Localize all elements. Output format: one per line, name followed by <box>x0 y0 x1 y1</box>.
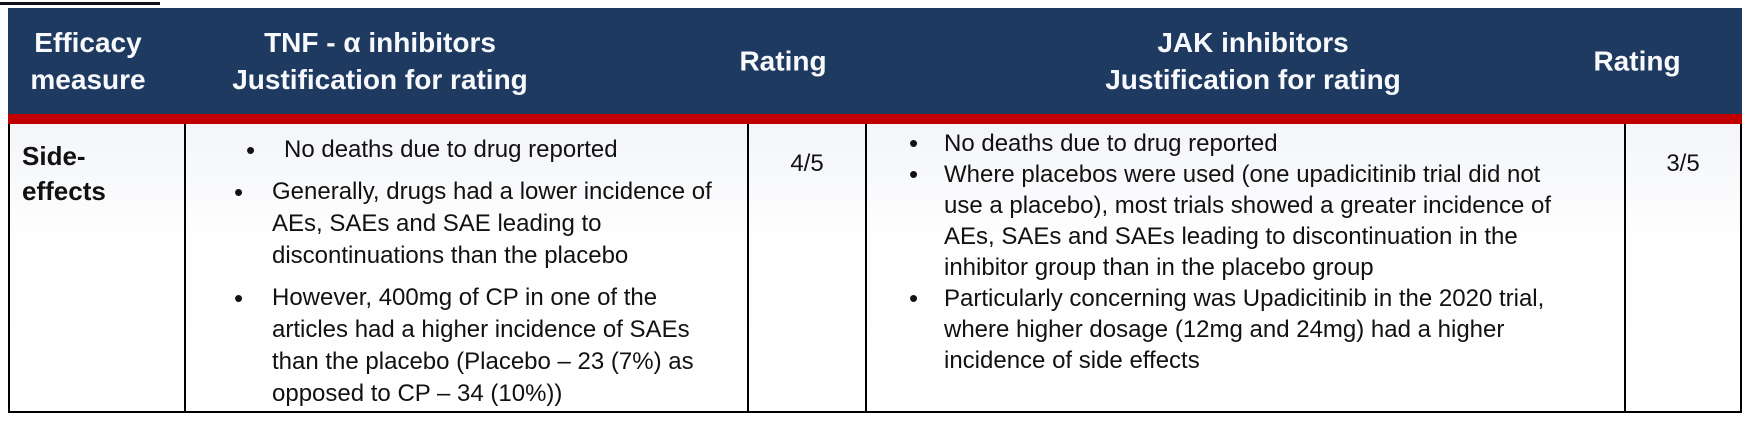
bullet-item: Particularly concerning was Upadicitinib… <box>867 283 1624 376</box>
header-tnf-line2: Justification for rating <box>232 64 528 95</box>
cropped-row-border <box>0 2 160 5</box>
header-tnf-inhibitors: TNF - α inhibitors Justification for rati… <box>232 24 528 98</box>
header-efficacy-measure: Efficacy measure <box>30 27 146 95</box>
jak-rating-value: 3/5 <box>1666 150 1700 177</box>
bullet-item: However, 400mg of CP in one of the artic… <box>186 282 747 410</box>
header-rating-right: Rating <box>1593 45 1681 77</box>
cell-tnf-justification: No deaths due to drug reported Generally,… <box>184 124 747 411</box>
bullet-item: No deaths due to drug reported <box>186 134 747 166</box>
bullet-item: Generally, drugs had a lower incidence o… <box>186 176 747 272</box>
table-header-row: Efficacy measure TNF - α inhibitors Justi… <box>8 8 1742 114</box>
header-rating-left: Rating <box>739 45 827 77</box>
header-jak-inhibitors: JAK inhibitors Justification for rating <box>1105 24 1401 98</box>
cell-tnf-rating: 4/5 <box>747 124 865 411</box>
header-jak-line2: Justification for rating <box>1105 64 1401 95</box>
row-label: Side- effects <box>22 141 106 206</box>
table-row-side-effects: Side- effects No deaths due to drug repo… <box>8 124 1742 413</box>
header-red-divider <box>8 114 1742 124</box>
bullet-item: No deaths due to drug reported <box>867 128 1624 159</box>
cell-jak-rating: 3/5 <box>1624 124 1740 411</box>
jak-bullet-list: No deaths due to drug reportedWhere plac… <box>867 128 1624 376</box>
comparison-table: Efficacy measure TNF - α inhibitors Justi… <box>8 8 1742 415</box>
tnf-bullet-list: No deaths due to drug reported Generally,… <box>186 134 747 410</box>
header-tnf-line1: TNF - α inhibitors <box>264 27 496 58</box>
cell-jak-justification: No deaths due to drug reportedWhere plac… <box>865 124 1624 411</box>
cell-efficacy-measure: Side- effects <box>10 124 184 411</box>
tnf-rating-value: 4/5 <box>790 150 824 177</box>
bullet-item: Where placebos were used (one upadicitin… <box>867 159 1624 283</box>
header-jak-line1: JAK inhibitors <box>1157 27 1349 58</box>
